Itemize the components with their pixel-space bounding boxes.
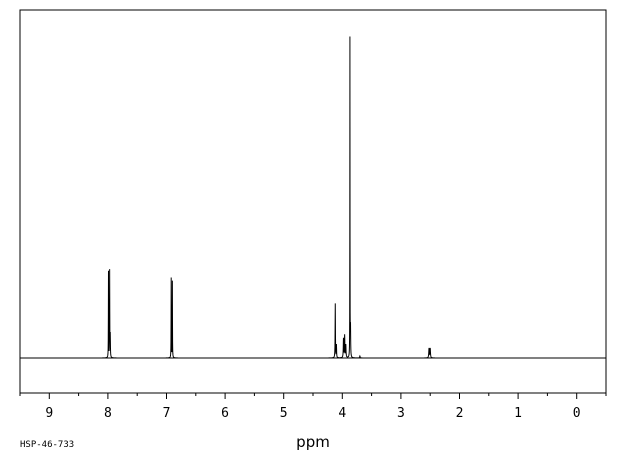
x-axis-tick-labels: 9 8 7 6 5 4 3 2 1 0 [45, 406, 580, 421]
x-tick-label: 7 [163, 406, 171, 421]
x-tick-label: 5 [280, 406, 288, 421]
x-tick-label: 9 [45, 406, 53, 421]
x-tick-label: 2 [456, 406, 464, 421]
spectrum-line [20, 36, 606, 359]
x-axis-title: ppm [296, 433, 330, 451]
x-tick-label: 8 [104, 406, 112, 421]
x-tick-label: 3 [397, 406, 405, 421]
x-tick-label: 1 [514, 406, 522, 421]
spectrum-caption: HSP-46-733 [20, 440, 74, 450]
x-tick-label: 4 [338, 406, 346, 421]
x-axis-ticks [19, 393, 607, 399]
x-tick-label: 0 [573, 406, 581, 421]
x-tick-label: 6 [221, 406, 229, 421]
